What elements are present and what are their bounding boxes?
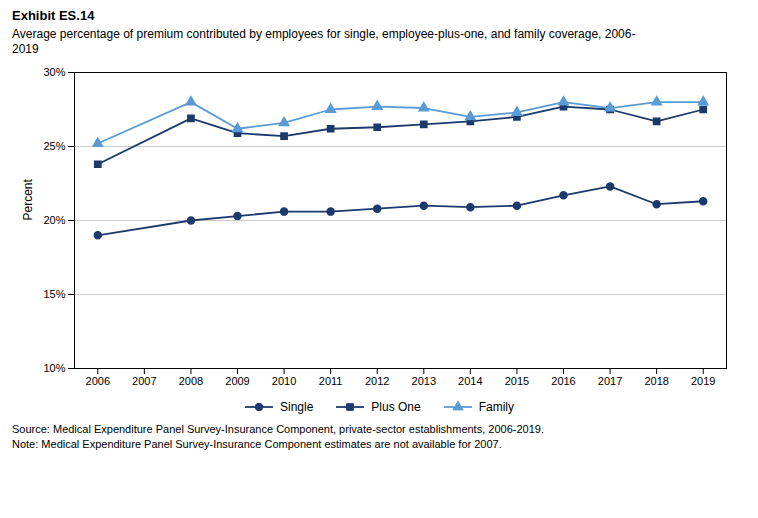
svg-text:2007: 2007	[132, 375, 156, 387]
html-text:Single: Single	[280, 400, 314, 415]
svg-text:2015: 2015	[505, 375, 529, 387]
svg-text:2008: 2008	[179, 375, 203, 387]
svg-text:15%: 15%	[43, 288, 65, 300]
svg-text:2009: 2009	[225, 375, 249, 387]
svg-text:2019: 2019	[691, 375, 715, 387]
html-text:Average percentage of premium: Average percentage of premium contribute…	[12, 26, 636, 57]
svg-text:Percent: Percent	[21, 179, 35, 221]
html-text:Source: Medical Expenditure Pa: Source: Medical Expenditure Panel Survey…	[12, 423, 544, 436]
svg-text:2018: 2018	[644, 375, 668, 387]
html-text:Note: Medical Expenditure Pane: Note: Medical Expenditure Panel Survey-I…	[12, 437, 502, 450]
svg-text:25%: 25%	[43, 140, 65, 152]
svg-text:20%: 20%	[43, 214, 65, 226]
svg-text:2014: 2014	[458, 375, 482, 387]
svg-text:2006: 2006	[86, 375, 110, 387]
svg-text:2016: 2016	[551, 375, 575, 387]
svg-text:2011: 2011	[319, 375, 343, 387]
html-text:Family: Family	[478, 400, 514, 415]
svg-text:30%: 30%	[43, 66, 65, 78]
svg-text:2010: 2010	[272, 375, 296, 387]
svg-text:10%: 10%	[43, 362, 65, 374]
svg-text:2013: 2013	[412, 375, 436, 387]
html-text:Exhibit ES.14: Exhibit ES.14	[12, 8, 95, 23]
html-text:Plus One: Plus One	[371, 400, 421, 415]
svg-text:2017: 2017	[598, 375, 622, 387]
svg-text:2012: 2012	[365, 375, 389, 387]
